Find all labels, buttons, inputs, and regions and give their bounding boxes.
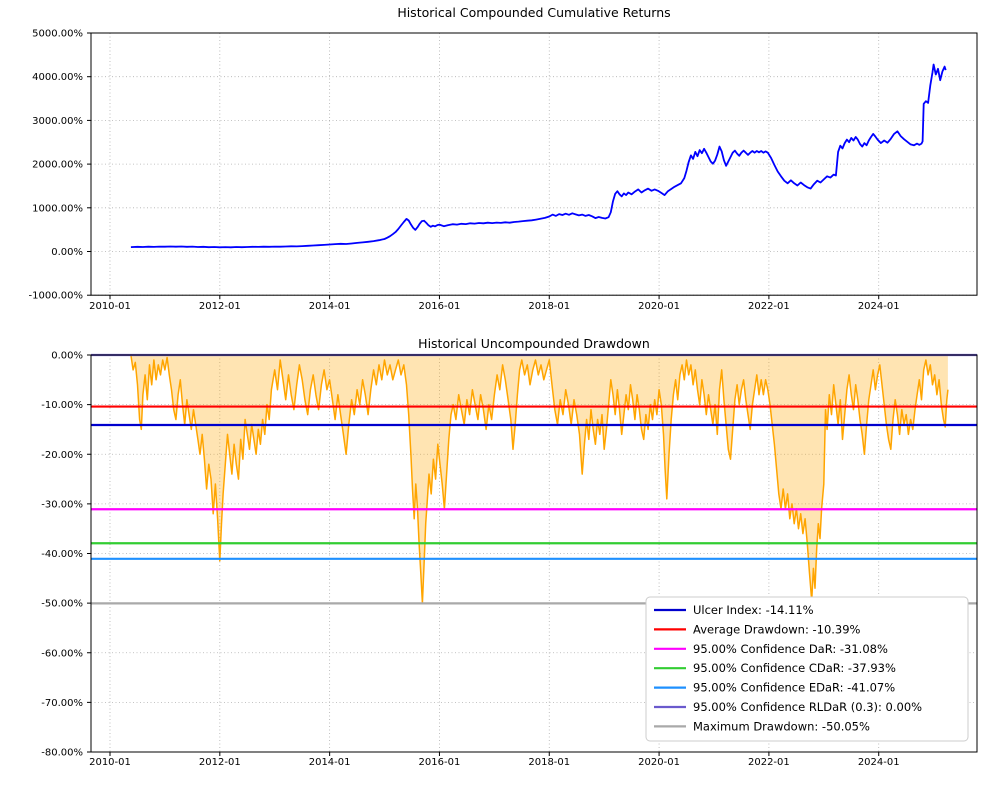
y-tick-label: -1000.00% [29, 291, 83, 302]
y-tick-label: 4000.00% [32, 72, 83, 83]
y-tick-label: -30.00% [41, 499, 83, 510]
legend-item-label: Average Drawdown: -10.39% [693, 622, 861, 636]
x-tick-label: 2022-01 [748, 301, 790, 312]
legend-item-label: 95.00% Confidence EDaR: -41.07% [693, 681, 895, 695]
x-tick-label: 2016-01 [419, 301, 461, 312]
returns-chart: Historical Compounded Cumulative Returns… [29, 5, 978, 312]
y-tick-label: -20.00% [41, 450, 83, 461]
y-tick-label: -50.00% [41, 599, 83, 610]
x-tick-label: 2014-01 [309, 757, 351, 768]
x-tick-label: 2018-01 [528, 757, 570, 768]
y-tick-label: -40.00% [41, 549, 83, 560]
drawdown-chart-title: Historical Uncompounded Drawdown [418, 336, 650, 351]
returns-line [130, 63, 947, 249]
legend-box [645, 596, 969, 742]
legend-item-label: 95.00% Confidence RLDaR (0.3): 0.00% [693, 700, 922, 714]
y-tick-label: -10.00% [41, 400, 83, 411]
x-tick-label: 2024-01 [858, 757, 900, 768]
drawdown-area [130, 355, 948, 604]
legend-item-label: 95.00% Confidence CDaR: -37.93% [693, 661, 896, 675]
x-tick-label: 2014-01 [309, 301, 351, 312]
x-tick-label: 2022-01 [748, 757, 790, 768]
x-tick-label: 2012-01 [199, 757, 241, 768]
y-tick-label: -60.00% [41, 648, 83, 659]
y-tick-label: 1000.00% [32, 203, 83, 214]
x-tick-label: 2020-01 [638, 301, 680, 312]
y-tick-label: 2000.00% [32, 160, 83, 171]
x-tick-label: 2020-01 [638, 757, 680, 768]
plot-border [90, 32, 978, 296]
y-tick-label: 0.00% [51, 351, 83, 362]
legend: Ulcer Index: -14.11% Average Drawdown: -1… [645, 596, 969, 742]
x-tick-label: 2018-01 [528, 301, 570, 312]
legend-item-label: 95.00% Confidence DaR: -31.08% [693, 642, 888, 656]
drawdown-line [130, 354, 949, 604]
x-tick-label: 2016-01 [419, 757, 461, 768]
y-tick-label: 5000.00% [32, 29, 83, 40]
drawdown-chart: Historical Uncompounded Drawdown 2010-01… [41, 336, 978, 768]
y-tick-label: 3000.00% [32, 116, 83, 127]
x-tick-label: 2024-01 [858, 301, 900, 312]
x-tick-label: 2010-01 [89, 301, 131, 312]
x-tick-label: 2012-01 [199, 301, 241, 312]
y-tick-label: 0.00% [51, 247, 83, 258]
legend-item-label: Ulcer Index: -14.11% [693, 603, 814, 617]
x-tick-label: 2010-01 [89, 757, 131, 768]
y-tick-label: -70.00% [41, 698, 83, 709]
plot-border [90, 354, 978, 753]
y-tick-label: -80.00% [41, 748, 83, 759]
returns-chart-title: Historical Compounded Cumulative Returns [397, 5, 670, 20]
legend-item-label: Maximum Drawdown: -50.05% [693, 719, 870, 733]
